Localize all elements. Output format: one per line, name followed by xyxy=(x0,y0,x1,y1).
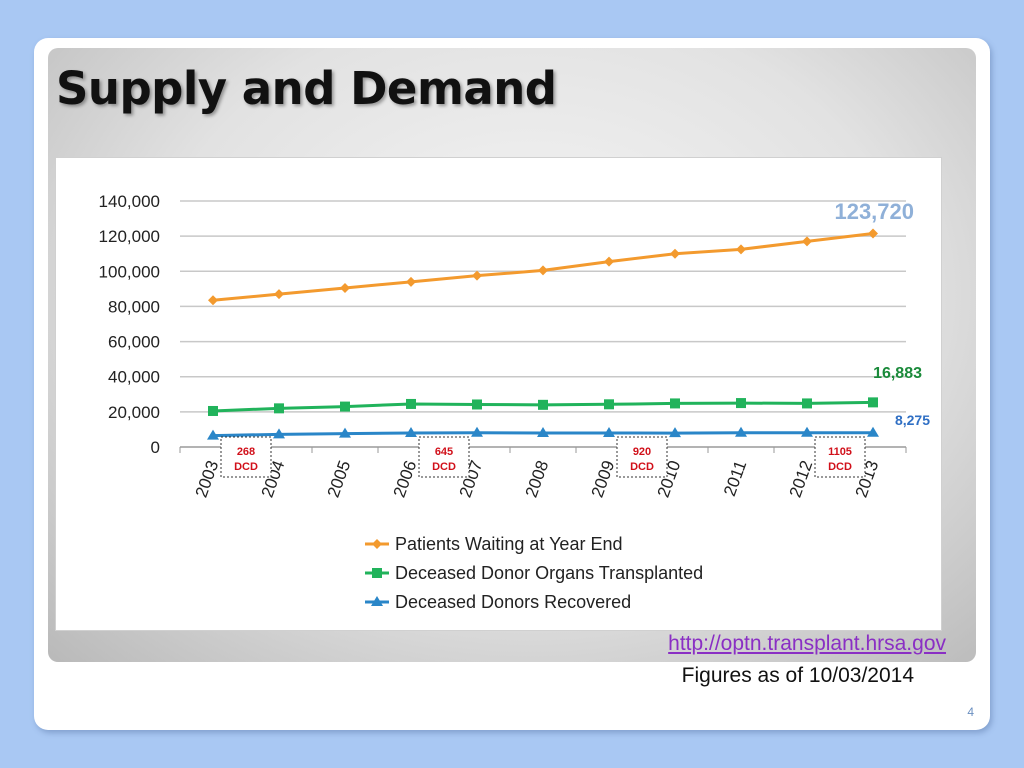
legend-marker xyxy=(372,568,382,578)
chart-series xyxy=(207,228,879,440)
x-tick-label: 2012 xyxy=(786,458,817,500)
page-number: 4 xyxy=(967,705,974,719)
data-point xyxy=(802,398,812,409)
data-point xyxy=(868,228,878,239)
data-point xyxy=(801,426,813,437)
chart-legend: Patients Waiting at Year End Deceased Don… xyxy=(365,534,703,612)
legend-label: Deceased Donors Recovered xyxy=(395,592,631,612)
dcd-box xyxy=(418,436,470,478)
dcd-unit: DCD xyxy=(234,461,258,473)
chart-container: 0 20,000 40,000 60,000 80,000 100,000 120,000 1… xyxy=(55,157,942,631)
data-point xyxy=(669,427,681,438)
data-point xyxy=(736,244,746,255)
legend-marker xyxy=(372,539,382,549)
y-tick-label: 40,000 xyxy=(108,368,160,387)
series-end-label: 8,275 xyxy=(895,412,930,428)
data-point xyxy=(670,248,680,259)
series-end-label: 123,720 xyxy=(834,199,914,224)
data-point xyxy=(538,265,548,276)
data-point xyxy=(274,403,284,414)
dcd-count: 1105 xyxy=(828,446,852,458)
dcd-label: 920 DCD xyxy=(616,436,668,478)
data-point xyxy=(867,426,879,437)
line-chart: 0 20,000 40,000 60,000 80,000 100,000 120,000 1… xyxy=(99,192,931,612)
source-link[interactable]: http://optn.transplant.hrsa.gov xyxy=(668,632,946,655)
dcd-count: 920 xyxy=(633,446,651,458)
data-point xyxy=(604,399,614,410)
dcd-box xyxy=(814,436,866,478)
legend-label: Patients Waiting at Year End xyxy=(395,534,622,554)
data-point xyxy=(604,256,614,267)
data-point xyxy=(208,405,218,416)
x-tick-label: 2003 xyxy=(192,458,223,500)
dcd-unit: DCD xyxy=(630,461,654,473)
x-tick-label: 2009 xyxy=(588,458,619,500)
dcd-count: 645 xyxy=(435,446,453,458)
y-tick-label: 60,000 xyxy=(108,333,160,352)
slide-title: Supply and Demand xyxy=(56,62,557,115)
x-tick-label: 2011 xyxy=(720,458,750,499)
dcd-label: 645 DCD xyxy=(418,436,470,478)
series-end-label: 16,883 xyxy=(873,365,922,382)
chart-gridlines xyxy=(179,200,907,453)
data-point xyxy=(802,236,812,247)
y-tick-label: 20,000 xyxy=(108,403,160,422)
data-point xyxy=(471,426,483,437)
dcd-label: 268 DCD xyxy=(220,436,272,478)
data-point xyxy=(735,426,747,437)
chart-annotations: 123,720 16,883 8,275 xyxy=(834,199,930,428)
x-tick-label: 2008 xyxy=(522,458,553,500)
legend-label: Deceased Donor Organs Transplanted xyxy=(395,563,703,583)
dcd-unit: DCD xyxy=(828,461,852,473)
dcd-box xyxy=(616,436,668,478)
x-tick-label: 2005 xyxy=(324,458,355,500)
y-tick-label: 80,000 xyxy=(108,297,160,316)
data-point xyxy=(274,289,284,300)
legend-item: Deceased Donors Recovered xyxy=(365,592,631,612)
data-point xyxy=(207,429,219,440)
data-point xyxy=(208,295,218,306)
data-point xyxy=(273,428,285,439)
data-point xyxy=(340,282,350,293)
data-point xyxy=(406,398,416,409)
data-point xyxy=(406,276,416,287)
data-point xyxy=(472,399,482,410)
data-point xyxy=(340,401,350,412)
dcd-count: 268 xyxy=(237,446,255,458)
dcd-label: 1105 DCD xyxy=(814,436,866,478)
y-tick-label: 100,000 xyxy=(99,262,160,281)
y-axis-ticks: 0 20,000 40,000 60,000 80,000 100,000 120,000 1… xyxy=(99,192,160,457)
legend-marker xyxy=(371,596,383,606)
dcd-box xyxy=(220,436,272,478)
y-tick-label: 0 xyxy=(151,438,160,457)
data-point xyxy=(472,270,482,281)
x-tick-label: 2006 xyxy=(390,458,421,500)
data-point xyxy=(538,399,548,410)
y-tick-label: 120,000 xyxy=(99,227,160,246)
data-point xyxy=(868,397,878,408)
dcd-labels: 268 DCD 645 DCD 920 DCD 1105 DCD xyxy=(220,436,866,478)
figures-date: Figures as of 10/03/2014 xyxy=(681,664,914,687)
x-axis-ticks: 2003 2004 2005 2006 2007 2008 2009 2010 2011 2012… xyxy=(192,458,883,500)
legend-item: Patients Waiting at Year End xyxy=(365,534,622,554)
legend-item: Deceased Donor Organs Transplanted xyxy=(365,563,703,583)
dcd-unit: DCD xyxy=(432,461,456,473)
data-point xyxy=(670,398,680,409)
data-point xyxy=(537,426,549,437)
data-point xyxy=(736,398,746,409)
y-tick-label: 140,000 xyxy=(99,192,160,211)
data-point xyxy=(405,426,417,437)
data-point xyxy=(339,427,351,438)
data-point xyxy=(603,426,615,437)
